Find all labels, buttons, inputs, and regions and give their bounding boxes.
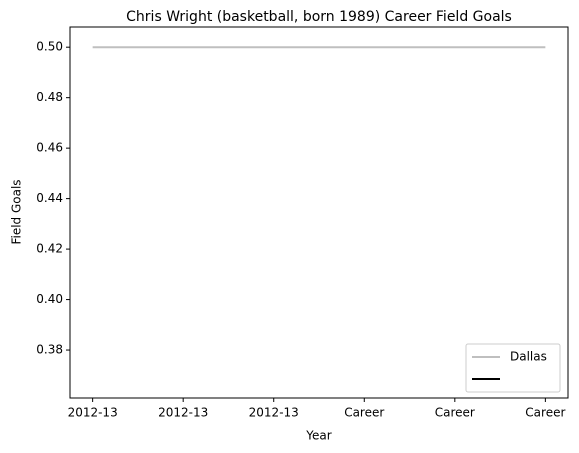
legend-label: Dallas bbox=[510, 350, 547, 364]
y-axis-label: Field Goals bbox=[10, 179, 24, 244]
y-tick-label: 0.42 bbox=[36, 242, 63, 256]
y-tick-label: 0.50 bbox=[36, 40, 63, 54]
x-tick-label: 2012-13 bbox=[249, 406, 299, 420]
x-tick-label: 2012-13 bbox=[158, 406, 208, 420]
x-tick-label: Career bbox=[525, 406, 565, 420]
y-tick-label: 0.38 bbox=[36, 343, 63, 357]
x-tick-label: 2012-13 bbox=[68, 406, 118, 420]
x-axis-label: Year bbox=[305, 429, 331, 443]
chart-title: Chris Wright (basketball, born 1989) Car… bbox=[126, 9, 512, 25]
x-tick-label: Career bbox=[435, 406, 475, 420]
y-tick-label: 0.46 bbox=[36, 141, 63, 155]
plot-frame bbox=[69, 26, 569, 399]
x-tick-label: Career bbox=[344, 406, 384, 420]
y-tick-label: 0.44 bbox=[36, 191, 63, 205]
y-tick-label: 0.48 bbox=[36, 90, 63, 104]
y-tick-label: 0.40 bbox=[36, 292, 63, 306]
